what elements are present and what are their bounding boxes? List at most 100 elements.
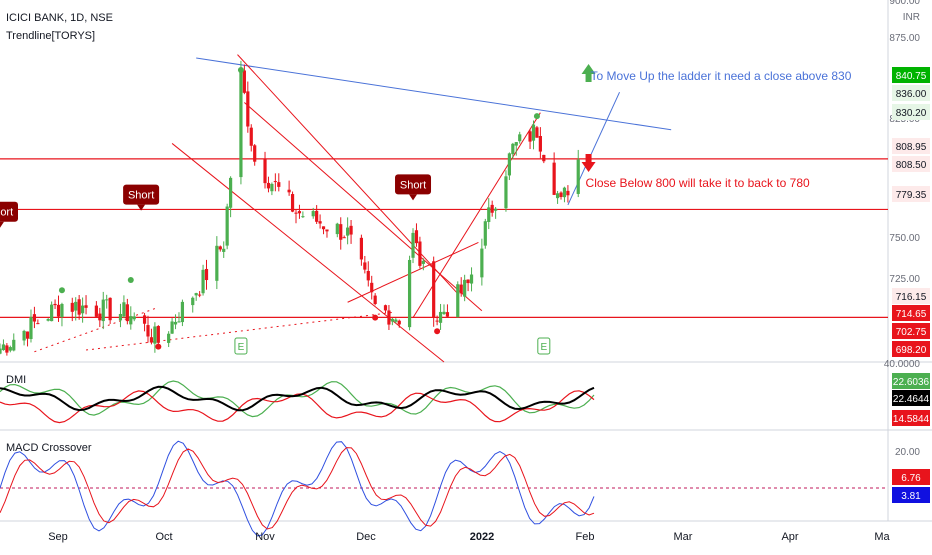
candle: [8, 347, 12, 351]
candle: [77, 299, 81, 315]
candle: [483, 221, 487, 246]
time-label: Feb: [576, 531, 595, 543]
candle: [456, 284, 460, 318]
short-callout: [0, 201, 18, 222]
dmi-tag-text: 14.5844: [893, 414, 930, 425]
time-label: Dec: [356, 531, 376, 543]
price-tick: 40.0000: [884, 359, 921, 370]
candle: [60, 303, 64, 318]
candle: [511, 143, 515, 155]
candle: [56, 304, 61, 317]
short-label: Short: [0, 207, 13, 219]
candle: [531, 124, 536, 141]
candle: [397, 320, 401, 325]
candle: [94, 305, 98, 317]
candle: [122, 302, 126, 317]
channel-line: [244, 102, 483, 312]
candle: [180, 301, 185, 323]
candle: [142, 315, 147, 324]
candle: [373, 295, 377, 305]
support-trendline: [567, 91, 620, 206]
candle: [349, 225, 353, 235]
candle: [487, 207, 491, 223]
earnings-marker: [234, 337, 248, 355]
price-tag-text: 698.20: [896, 345, 927, 356]
candle: [287, 189, 291, 193]
candle: [156, 326, 160, 343]
candle: [466, 279, 470, 284]
candle: [387, 310, 391, 325]
short-label: Short: [400, 179, 426, 191]
candle: [442, 311, 446, 314]
candle: [504, 176, 508, 209]
candle: [414, 230, 419, 244]
candle: [290, 194, 295, 212]
candle: [218, 246, 222, 250]
candle: [535, 127, 539, 138]
short-callout: [395, 174, 432, 195]
candle: [129, 316, 133, 325]
candle: [418, 241, 422, 266]
up-arrow-icon: [581, 64, 596, 82]
price-tag: [892, 104, 930, 120]
candle: [518, 134, 522, 142]
candle: [346, 227, 350, 236]
candle: [339, 224, 343, 240]
pivot-high-dot: [533, 113, 540, 120]
candle: [490, 204, 494, 213]
time-label: Oct: [155, 531, 172, 543]
candles: [0, 60, 580, 356]
macd-title: MACD Crossover: [6, 442, 92, 454]
price-tick: 750.00: [889, 233, 920, 244]
candle: [514, 142, 518, 146]
price-tag-text: 716.15: [896, 292, 927, 303]
pivot-high-dot: [127, 277, 134, 284]
channel-line: [171, 143, 445, 363]
candle: [50, 304, 54, 322]
candle: [46, 318, 50, 321]
candle: [438, 311, 443, 323]
short-label: Short: [128, 190, 154, 202]
candle: [528, 131, 532, 142]
candle: [335, 223, 339, 235]
candle: [249, 127, 253, 146]
candle: [194, 293, 198, 296]
candle: [36, 323, 40, 325]
candle: [507, 153, 511, 176]
candle: [5, 345, 9, 353]
up-annotation: To Move Up the ladder it need a close ab…: [591, 69, 852, 83]
candle: [459, 284, 463, 294]
price-tag-text: 779.35: [896, 190, 927, 201]
time-label: Nov: [255, 531, 275, 543]
adx-line: [0, 385, 595, 412]
price-tick: 20.00: [895, 447, 920, 458]
price-tag: [892, 288, 930, 304]
price-tag: [892, 138, 930, 154]
candle: [177, 321, 181, 323]
pivot-low-dot: [434, 328, 441, 335]
dotted-support: [34, 306, 159, 353]
signal-line: [0, 447, 595, 530]
candle: [390, 318, 394, 322]
candle: [253, 145, 257, 162]
dmi-pane: [0, 380, 595, 424]
rising-trendline: [347, 242, 479, 303]
candle: [146, 325, 150, 337]
price-tag: [892, 67, 930, 83]
down-annotation: Close Below 800 will take it to back to …: [586, 176, 810, 190]
candle: [432, 261, 436, 318]
candle: [266, 182, 271, 189]
candle: [125, 304, 129, 322]
time-label: 2022: [470, 531, 494, 543]
candle: [435, 320, 439, 322]
short-callout: [123, 184, 160, 205]
annotations: Short Short Short E E To Move Up the ladder i…: [0, 64, 852, 355]
candle: [246, 91, 250, 127]
candle: [22, 330, 26, 341]
candle: [342, 237, 346, 239]
short-callout-pointer: [0, 221, 4, 228]
price-tag: [892, 156, 930, 172]
